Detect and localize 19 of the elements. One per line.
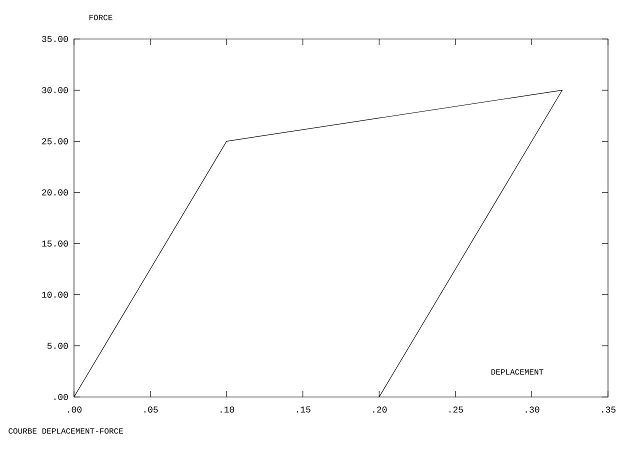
x-tick-label: .30	[526, 406, 540, 413]
y-tick-label: 25.00	[42, 138, 68, 144]
x-tick-label: .15	[296, 406, 310, 413]
y-tick-label: 35.00	[42, 36, 68, 42]
x-tick-label: .10	[220, 406, 234, 413]
x-tick-label: .25	[450, 406, 463, 413]
y-tick-label: .00	[54, 394, 68, 400]
y-tick-label: 20.00	[42, 189, 68, 196]
x-tick-label: .00	[68, 406, 82, 413]
y-tick-label: 30.00	[42, 87, 68, 94]
x-tick-label: .20	[373, 406, 387, 413]
x-axis-title: DEPLACEMENT	[491, 369, 544, 375]
y-axis-title: FORCE	[89, 14, 112, 20]
text: COURBE DEPLACEMENT-FORCE	[8, 428, 123, 434]
x-tick-label: .05	[144, 406, 158, 413]
x-tick-label: .35	[602, 406, 616, 413]
y-tick-label: 15.00	[42, 240, 68, 247]
y-tick-label: 5.00	[47, 342, 68, 349]
y-tick-label: 10.00	[42, 292, 68, 298]
